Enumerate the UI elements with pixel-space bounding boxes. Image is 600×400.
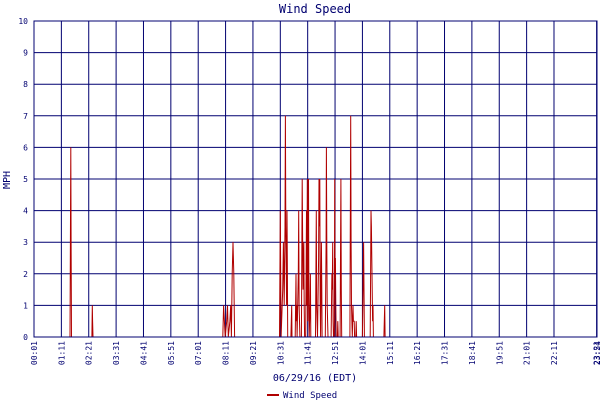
x-tick-label: 09:21 [249,341,258,365]
y-axis-label: MPH [2,171,13,189]
x-tick-label: 04:41 [139,341,148,365]
x-tick-label: 15:11 [386,341,395,365]
x-tick-label: 07:01 [194,341,203,365]
y-tick-label: 1 [23,301,28,310]
series-lines [34,115,386,338]
y-tick-label: 4 [23,207,28,216]
x-tick-label: 17:31 [441,341,450,365]
x-tick-label: 10:31 [276,341,285,365]
y-tick-label: 8 [23,80,28,89]
y-tick-label: 2 [23,270,28,279]
x-tick-label: 05:51 [167,341,176,365]
legend-label: Wind Speed [283,391,337,400]
y-tick-label: 10 [18,17,28,26]
legend: Wind Speed [267,391,337,400]
y-tick-label: 9 [23,49,28,58]
y-tick-labels: 0 1 2 3 4 5 6 7 8 9 10 [18,17,28,342]
y-tick-label: 3 [23,238,28,247]
x-tick-label: 18:41 [468,341,477,365]
y-tick-label: 7 [23,112,28,121]
x-tick-label: 01:11 [57,341,66,365]
x-tick-label: 02:21 [85,341,94,365]
x-tick-label: 00:01 [30,341,39,365]
x-tick-label: 22:11 [550,341,559,365]
x-tick-label: 19:51 [495,341,504,365]
x-tick-label: 23:21 [593,341,600,365]
x-axis-label: 06/29/16 (EDT) [273,373,357,384]
chart-title: Wind Speed [279,2,351,16]
x-tick-label: 03:31 [112,341,121,365]
plot-frame [33,20,598,338]
y-tick-label: 0 [23,333,28,342]
y-tick-label: 5 [23,175,28,184]
x-tick-label: 16:21 [413,341,422,365]
series-line-wind-speed [34,115,386,338]
x-tick-label: 12:51 [331,341,340,365]
x-tick-label: 08:11 [222,341,231,365]
y-tick-label: 6 [23,143,28,152]
x-tick-label: 14:01 [358,341,367,365]
x-tick-label: 11:41 [304,341,313,365]
x-tick-label: 23:54 [593,341,600,365]
x-tick-label: 21:01 [523,341,532,365]
x-tick-labels: 00:01 01:11 02:21 03:31 04:41 05:51 07:01 08:11… [30,341,600,365]
